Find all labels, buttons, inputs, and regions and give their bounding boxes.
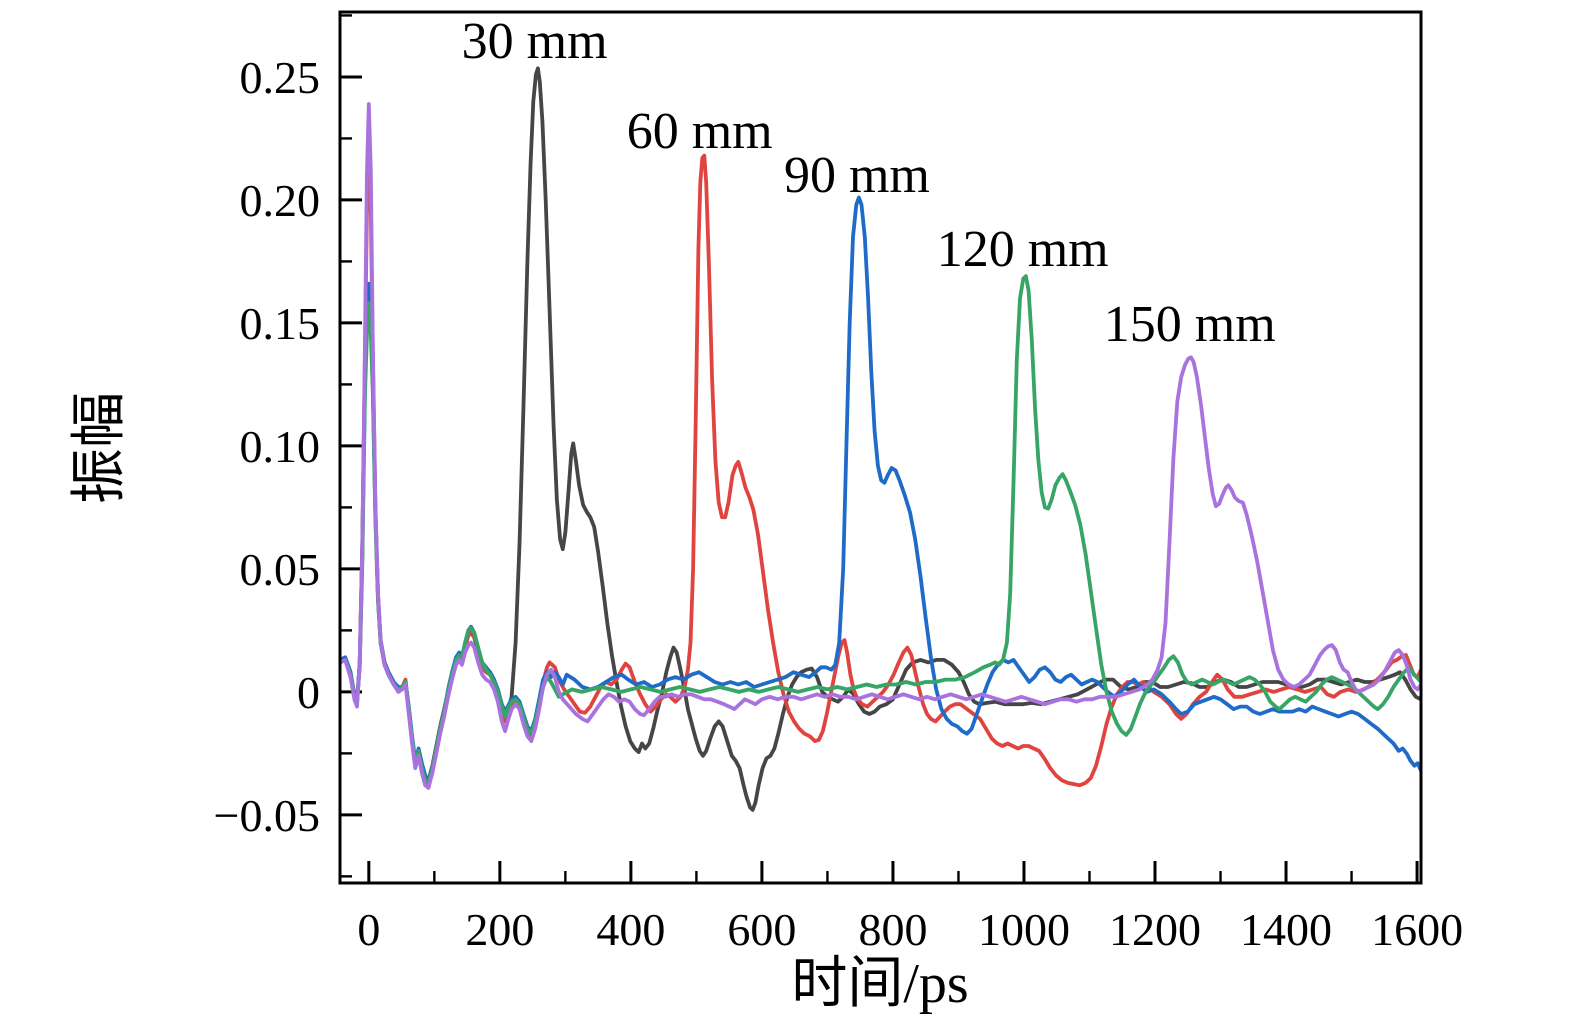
x-tick-label: 200: [465, 904, 534, 955]
y-tick-label: 0.10: [240, 421, 321, 472]
annotation-120mm: 120 mm: [937, 221, 1109, 278]
series-line-150mm: [340, 102, 1421, 790]
series-line-90mm: [340, 195, 1421, 783]
annotation-150mm: 150 mm: [1104, 296, 1276, 353]
series-lines: [340, 66, 1421, 812]
y-tick-label: 0.20: [240, 175, 321, 226]
series-line-60mm: [340, 153, 1421, 790]
annotation-60mm: 60 mm: [627, 103, 773, 160]
x-tick-label: 1200: [1109, 904, 1201, 955]
x-tick-label: 0: [357, 904, 380, 955]
x-tick-label: 1000: [978, 904, 1070, 955]
y-tick-label: 0.05: [240, 544, 321, 595]
x-axis-title: 时间/ps: [791, 953, 968, 1015]
y-tick-label: 0.25: [240, 52, 321, 103]
y-tick-label: 0.15: [240, 298, 321, 349]
axes-ticks: 0 200 400 600 800 1000 1200 1400 1600 −0.05 0 0.05 0…: [214, 14, 1463, 955]
plot-frame: [338, 10, 1423, 885]
x-tick-label: 400: [596, 904, 665, 955]
y-tick-label: −0.05: [214, 790, 320, 841]
x-tick-label: 600: [727, 904, 796, 955]
x-tick-label: 800: [858, 904, 927, 955]
annotation-90mm: 90 mm: [784, 147, 930, 204]
annotation-30mm: 30 mm: [462, 13, 608, 70]
y-tick-label: 0: [297, 667, 320, 718]
x-tick-label: 1600: [1371, 904, 1463, 955]
y-axis-title: 振幅: [69, 392, 131, 504]
x-tick-label: 1400: [1240, 904, 1332, 955]
